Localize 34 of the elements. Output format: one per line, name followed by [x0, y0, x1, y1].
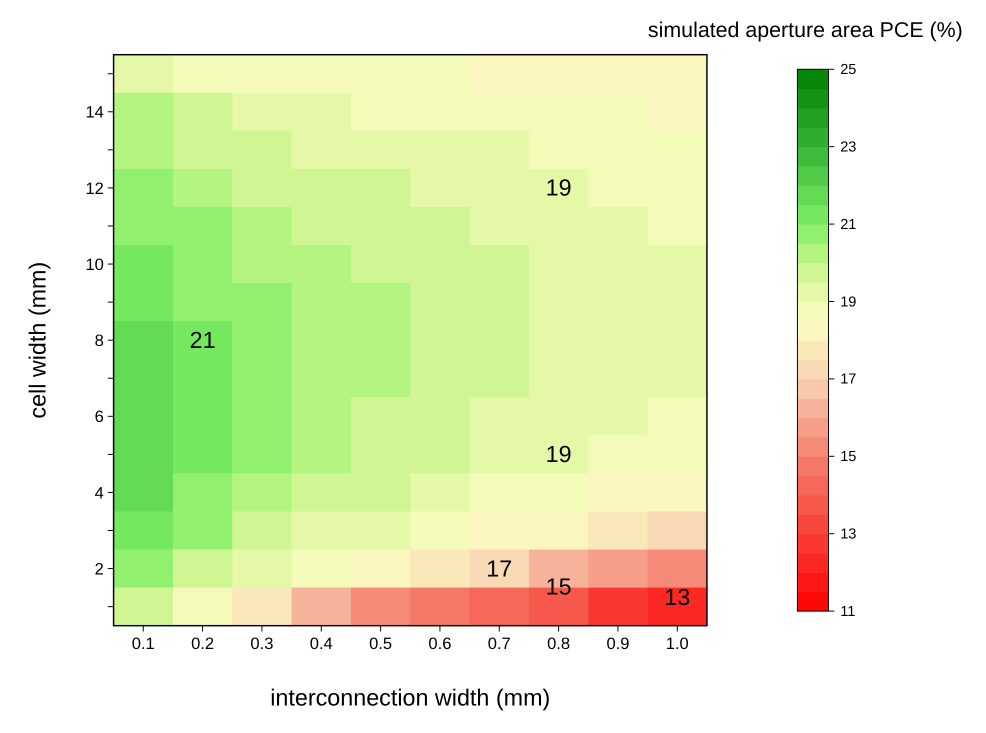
x-tick-label: 0.7 [488, 634, 511, 654]
y-tick-label: 8 [94, 331, 104, 350]
annotation: 13 [664, 584, 690, 610]
x-tick-label: 0.6 [428, 634, 452, 654]
annotation: 21 [190, 326, 216, 353]
color-bar-label: 25 [840, 62, 856, 78]
x-tick-label: 0.1 [132, 634, 155, 654]
color-bar-label: 15 [840, 449, 856, 466]
y-tick-label: 12 [85, 178, 104, 198]
y-tick-label: 2 [94, 559, 104, 578]
y-tick-label: 6 [94, 407, 104, 426]
x-tick-label: 1.0 [666, 634, 689, 654]
x-tick-label: 0.5 [369, 634, 392, 654]
color-bar-label: 23 [840, 140, 856, 156]
x-axis-title: interconnection width (mm) [270, 684, 550, 710]
x-tick-label: 0.9 [606, 634, 630, 654]
x-tick-label: 0.2 [191, 634, 214, 654]
x-tick-label: 0.8 [547, 634, 570, 654]
color-bar-label: 19 [840, 294, 856, 310]
color-bar-label: 11 [840, 604, 856, 620]
y-tick-label: 4 [94, 483, 104, 502]
color-bar-title: simulated aperture area PCE (%) [648, 18, 963, 42]
x-tick-label: 0.4 [310, 634, 333, 654]
color-bar-label: 17 [840, 372, 856, 388]
y-axis-title: cell width (mm) [24, 262, 50, 419]
annotation: 19 [546, 441, 572, 468]
annotation: 15 [546, 574, 572, 600]
annotation: 17 [486, 555, 512, 582]
color-bar-label: 13 [840, 526, 856, 543]
x-tick-label: 0.3 [250, 634, 274, 654]
y-tick-label: 14 [85, 102, 104, 122]
annotation: 19 [546, 174, 572, 201]
color-bar-label: 21 [840, 216, 856, 233]
y-tick-label: 10 [85, 254, 104, 274]
